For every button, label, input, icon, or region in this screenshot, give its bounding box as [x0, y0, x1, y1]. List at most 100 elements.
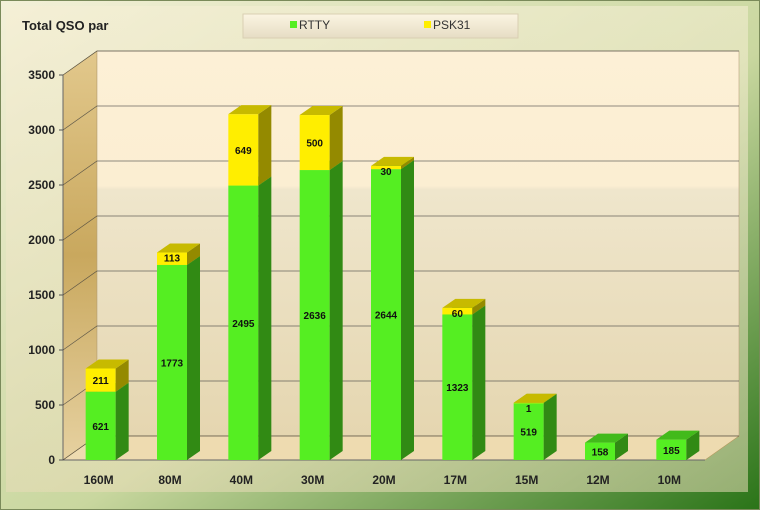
y-axis: 0 500 1000 1500 2000 2500 3000 3500 [28, 68, 63, 467]
bar-side [187, 255, 200, 460]
bar-side [472, 298, 486, 315]
y-tick-label: 2500 [28, 178, 55, 192]
bar-front [371, 165, 401, 170]
bar-psk31-15m: 1 [513, 393, 557, 415]
gridline [62, 270, 739, 296]
x-tick-label: 15M [515, 473, 538, 487]
data-label: 30 [380, 167, 392, 178]
bar-top [299, 106, 343, 116]
x-tick-label: 30M [301, 473, 324, 487]
data-label: 60 [452, 309, 464, 320]
bar-top [442, 298, 486, 308]
bar-side [329, 106, 343, 171]
bar-front [85, 391, 116, 460]
bar-psk31-17m: 60 [442, 298, 486, 320]
bar-rtty-15m: 519 [513, 393, 557, 460]
bar-front [228, 185, 259, 461]
bar-front [656, 439, 687, 460]
bar-psk31-20m: 30 [371, 156, 414, 178]
x-tick-label: 40M [230, 473, 253, 487]
data-label: 1 [526, 404, 532, 415]
bar-rtty-20m: 2644 [371, 160, 414, 460]
data-label: 1773 [161, 358, 184, 369]
bar-rtty-40m: 2495 [228, 176, 272, 461]
data-label: 649 [235, 146, 252, 157]
bar-top [228, 105, 272, 115]
bar-top [85, 359, 129, 369]
bar-side [472, 305, 486, 460]
legend-box [242, 13, 519, 39]
gridline [62, 50, 739, 76]
bar-rtty-17m: 1323 [442, 305, 486, 460]
bar-psk31-80m: 113 [157, 243, 200, 265]
bar-rtty-30m: 2636 [299, 161, 343, 461]
bar-rtty-12m: 158 [585, 433, 628, 460]
x-tick-label: 20M [372, 473, 395, 487]
bar-front [442, 307, 473, 315]
plot-area [62, 50, 740, 461]
back-wall [96, 50, 740, 437]
bars: 621 211 1773 113 2495 649 2636 500 2644 30 1323 60 5… [85, 105, 700, 461]
data-label: 621 [92, 422, 109, 433]
bar-psk31-30m: 500 [299, 106, 343, 171]
gridline [62, 215, 739, 241]
data-label: 211 [93, 376, 110, 387]
bar-top [371, 156, 414, 166]
legend-swatch [290, 21, 297, 28]
y-tick-label: 1500 [28, 288, 55, 302]
x-tick-label: 80M [158, 473, 181, 487]
y-tick-label: 2000 [28, 233, 55, 247]
bar-front [442, 314, 473, 460]
bar-front [85, 368, 116, 392]
chart-title: Total QSO par [22, 18, 108, 33]
bar-rtty-160m: 621 [85, 382, 129, 460]
data-label: 500 [306, 139, 323, 150]
data-label: 158 [592, 447, 609, 458]
bar-front [157, 264, 187, 460]
bar-side [686, 430, 700, 460]
bar-top [585, 433, 628, 443]
gridlines [62, 50, 739, 461]
bar-top [656, 430, 700, 440]
bar-side [187, 243, 200, 265]
bar-side [258, 105, 272, 186]
bar-rtty-80m: 1773 [157, 255, 200, 460]
bar-top [513, 393, 557, 403]
bar-side [543, 393, 557, 403]
bar-psk31-40m: 649 [228, 105, 272, 186]
bar-front [299, 170, 330, 461]
bar-side [115, 359, 129, 392]
bar-side [115, 382, 129, 460]
data-label: 2644 [375, 311, 398, 322]
bar-side [615, 433, 628, 460]
x-tick-label: 17M [444, 473, 467, 487]
x-tick-label: 160M [84, 473, 114, 487]
y-tick-label: 500 [35, 398, 55, 412]
bar-front [299, 115, 330, 171]
x-tick-label: 10M [658, 473, 681, 487]
legend-label: RTTY [299, 18, 330, 32]
bar-front [585, 442, 615, 460]
gridline [62, 105, 739, 131]
bar-side [401, 156, 414, 170]
bar-side [401, 160, 414, 460]
data-label: 519 [520, 427, 537, 438]
bar-psk31-160m: 211 [85, 359, 129, 392]
bar-top [157, 243, 200, 253]
bar-front [157, 252, 187, 265]
legend-label: PSK31 [433, 18, 471, 32]
y-tick-label: 3500 [28, 68, 55, 82]
x-axis: 160M 80M 40M 30M 20M 17M 15M 12M 10M [84, 473, 681, 487]
legend-swatch [424, 21, 431, 28]
y-tick-label: 3000 [28, 123, 55, 137]
gridline [62, 325, 739, 351]
data-label: 2636 [304, 311, 327, 322]
bar-side [258, 176, 272, 461]
data-label: 113 [164, 254, 181, 265]
gridline [62, 160, 739, 186]
legend: RTTY PSK31 [242, 13, 519, 39]
bar-front [228, 114, 259, 186]
bar-rtty-10m: 185 [656, 430, 700, 460]
y-tick-label: 0 [48, 453, 55, 467]
